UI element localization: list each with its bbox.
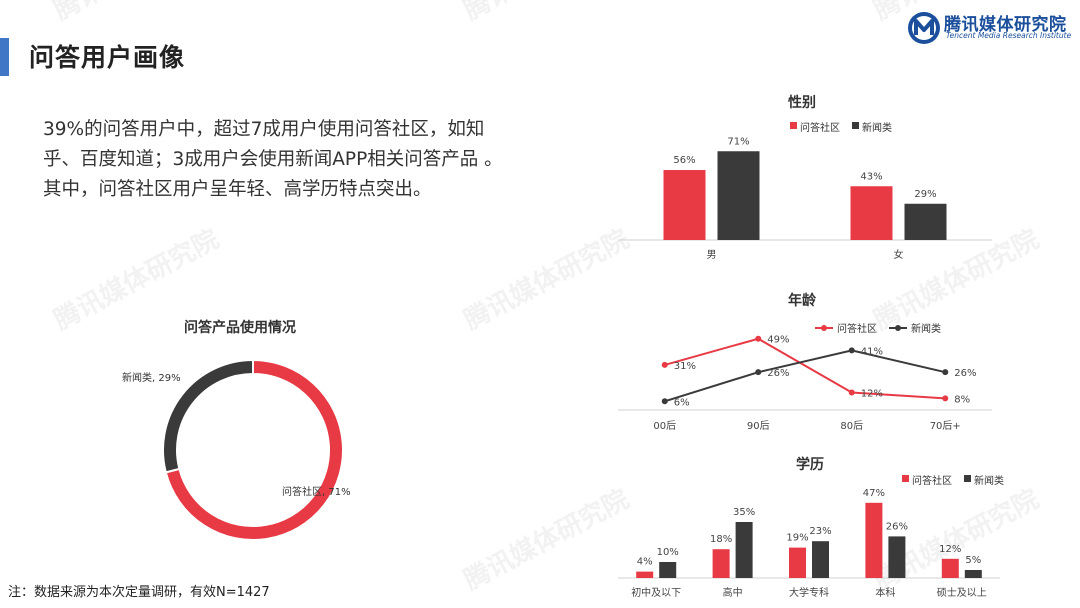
data-label: 26% [767,368,789,379]
logo-subtitle: Tencent Media Research Institute [946,31,1072,40]
bar-education-0-3 [865,502,883,578]
chart-title: 问答产品使用情况 [184,319,296,336]
data-label: 47% [863,488,885,499]
legend-point-marker [821,325,827,331]
watermark-text: 腾讯媒体研究院 [459,223,634,336]
x-tick-label: 女 [894,248,904,261]
bar-education-1-4 [964,570,982,578]
data-label: 5% [965,555,981,566]
legend-label: 新闻类 [911,322,941,335]
title-accent-bar [0,38,9,76]
data-label: 12% [861,389,883,400]
data-label: 49% [767,335,789,346]
legend-label: 新闻类 [862,121,892,134]
data-label: 8% [954,394,970,405]
watermark-text: 腾讯媒体研究院 [459,0,634,26]
summary-paragraph-2: 其中，问答社区用户呈年轻、高学历特点突出。 [43,179,432,200]
data-point-1-3 [942,369,949,376]
legend-label: 问答社区 [912,474,952,487]
legend-label: 问答社区 [800,121,840,134]
watermark-text: 腾讯媒体研究院 [459,483,634,596]
data-label: 4% [637,557,653,568]
bar-gender-0-0 [663,170,706,240]
data-label: 10% [657,547,679,558]
data-point-1-2 [848,347,855,354]
legend-label: 新闻类 [974,474,1004,487]
legend-swatch [964,475,971,482]
data-label: 18% [710,534,732,545]
data-label: 35% [733,507,755,518]
x-tick-label: 高中 [723,586,743,599]
legend-swatch [902,475,909,482]
slice-label: 问答社区, 71% [282,485,351,498]
x-tick-label: 80后 [840,420,863,432]
x-tick-label: 90后 [747,420,770,432]
legend-swatch [790,122,797,129]
logo-mark-icon [908,12,940,44]
data-point-0-2 [848,389,855,396]
data-label: 29% [914,189,936,200]
chart-title: 学历 [796,456,824,473]
bar-education-1-2 [812,541,829,578]
legend-swatch [852,122,859,129]
watermark-text: 腾讯媒体研究院 [49,0,224,26]
footnote: 注：数据来源为本次定量调研，有效N=1427 [8,585,270,600]
legend-point-marker [895,325,901,331]
bar-gender-1-0 [717,151,760,240]
bar-education-1-3 [888,536,906,578]
donut-slice-1 [162,358,254,474]
data-point-1-0 [661,398,668,405]
data-point-0-1 [755,335,762,342]
page-title: 问答用户画像 [29,43,186,72]
bar-education-0-4 [941,558,959,578]
x-tick-label: 大学专科 [789,586,829,599]
data-label: 26% [954,368,976,379]
bar-education-1-0 [659,562,677,578]
data-label: 71% [727,136,749,147]
data-label: 26% [886,521,908,532]
x-tick-label: 00后 [653,420,676,432]
data-label: 23% [809,526,831,537]
data-label: 19% [786,533,808,544]
chart-title: 性别 [788,94,816,111]
brand-logo: 腾讯媒体研究院 Tencent Media Research Institute [906,8,1071,48]
summary-paragraph-1: 39%的问答用户中，超过7成用户使用问答社区，如知乎、百度知道；3成用户会使用新… [43,119,503,170]
bar-gender-0-1 [850,186,893,240]
x-tick-label: 70后+ [930,420,961,432]
bar-education-0-0 [636,571,654,578]
data-label: 41% [861,346,883,357]
data-label: 6% [674,397,690,408]
slice-label: 新闻类, 29% [122,371,181,384]
x-tick-label: 硕士及以上 [937,586,987,599]
bar-education-1-1 [735,522,753,578]
bar-education-0-1 [712,549,730,578]
data-point-0-0 [661,361,668,368]
legend-label: 问答社区 [837,322,877,335]
x-tick-label: 男 [707,249,717,261]
data-label: 31% [674,361,696,372]
data-point-0-3 [942,395,949,402]
chart-title: 年龄 [788,292,817,309]
series-line-1 [664,349,946,403]
x-tick-label: 初中及以下 [631,586,681,599]
bar-gender-1-1 [904,203,947,240]
data-label: 43% [860,171,882,182]
logo-name: 腾讯媒体研究院 [944,15,1067,35]
data-label: 56% [673,155,695,166]
series-line-0 [664,337,946,400]
summary-text: 39%的问答用户中，超过7成用户使用问答社区，如知乎、百度知道；3成用户会使用新… [43,115,513,205]
bar-education-0-2 [789,547,806,578]
data-label: 12% [939,544,961,555]
x-tick-label: 本科 [875,586,895,599]
data-point-1-1 [755,369,762,376]
